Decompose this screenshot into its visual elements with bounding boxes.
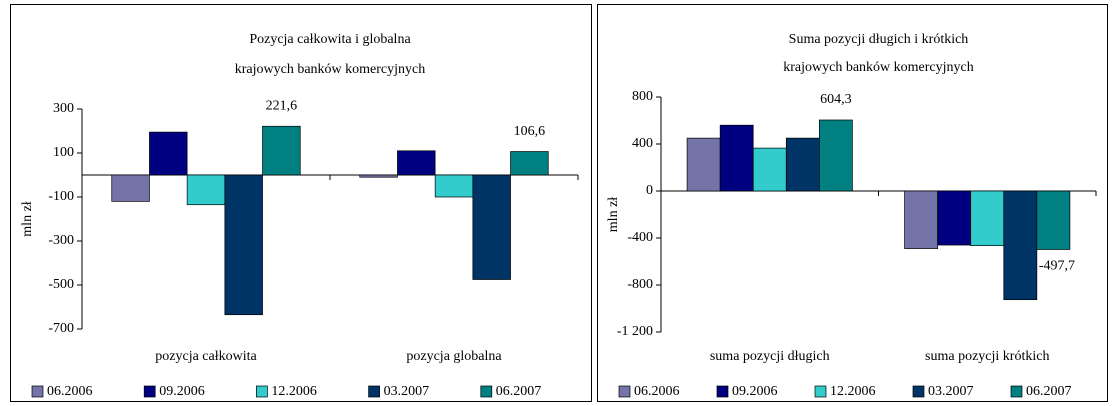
- y-tick-label: -1 200: [617, 324, 653, 339]
- bar: [397, 150, 436, 176]
- y-tick-label: -300: [48, 233, 74, 248]
- bar: [359, 174, 398, 178]
- y-axis-label: mln zł: [20, 201, 35, 236]
- x-tick-label: pozycja całkowita: [155, 349, 257, 364]
- legend-label: 09.2006: [732, 384, 778, 399]
- bar: [1003, 190, 1038, 301]
- bar: [904, 190, 939, 249]
- bar: [510, 151, 549, 176]
- bar: [719, 124, 754, 192]
- legend-swatch: [480, 385, 493, 398]
- legend-label: 03.2007: [928, 384, 974, 399]
- legend-label: 12.2006: [271, 384, 317, 399]
- legend-swatch: [716, 385, 729, 398]
- bar: [937, 190, 972, 246]
- legend-label: 06.2006: [47, 384, 93, 399]
- y-tick-label: -500: [48, 277, 74, 292]
- y-tick-label: 300: [53, 101, 74, 116]
- y-tick-label: 400: [632, 136, 653, 151]
- chart-title: Pozycja całkowita i globalna: [249, 32, 411, 47]
- bar: [149, 131, 188, 176]
- data-label: 604,3: [820, 92, 852, 107]
- bar: [970, 190, 1005, 246]
- x-tick-label: pozycja globalna: [406, 349, 502, 364]
- bar: [1036, 190, 1071, 250]
- legend-swatch: [912, 385, 925, 398]
- data-label: 106,6: [514, 124, 546, 139]
- bar: [752, 147, 787, 192]
- bar: [686, 137, 721, 192]
- bar: [111, 174, 150, 202]
- chart-title: krajowych banków komercyjnych: [783, 60, 974, 75]
- legend-label: 06.2007: [496, 384, 542, 399]
- legend-label: 06.2007: [1026, 384, 1072, 399]
- legend-swatch: [256, 385, 268, 398]
- legend-swatch: [618, 385, 631, 398]
- bar: [262, 125, 301, 176]
- legend-swatch: [31, 385, 44, 398]
- data-label: 221,6: [266, 98, 298, 113]
- chart-title: krajowych banków komercyjnych: [235, 62, 426, 77]
- bar: [818, 119, 853, 192]
- y-tick-label: 100: [53, 145, 74, 160]
- y-tick-label: 0: [646, 183, 653, 198]
- legend-label: 03.2007: [384, 384, 430, 399]
- bar: [224, 174, 263, 316]
- chart-title: Suma pozycji długich i krótkich: [789, 32, 969, 47]
- y-tick-label: -400: [627, 230, 653, 245]
- y-tick-label: -100: [48, 189, 74, 204]
- legend-swatch: [143, 385, 156, 398]
- x-tick-label: suma pozycji krótkich: [925, 349, 1049, 364]
- x-tick-label: suma pozycji długich: [710, 349, 830, 364]
- legend-label: 12.2006: [830, 384, 876, 399]
- legend-label: 09.2006: [159, 384, 205, 399]
- y-axis-label: mln zł: [606, 197, 621, 232]
- legend-swatch: [1010, 385, 1023, 398]
- bar: [434, 174, 474, 198]
- legend-label: 06.2006: [634, 384, 680, 399]
- bar: [186, 174, 226, 206]
- y-tick-label: 800: [632, 89, 653, 104]
- legend-swatch: [814, 385, 827, 398]
- y-tick-label: -800: [627, 277, 653, 292]
- bar: [785, 137, 820, 192]
- y-tick-label: -700: [48, 321, 74, 336]
- legend-swatch: [368, 385, 380, 398]
- bar: [472, 174, 511, 280]
- data-label: -497,7: [1039, 259, 1075, 274]
